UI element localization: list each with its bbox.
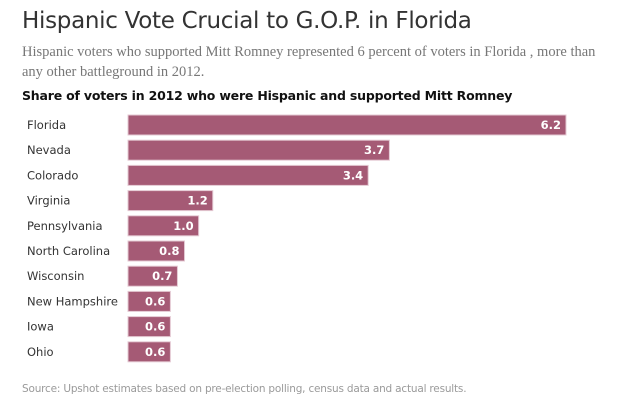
bar	[127, 215, 200, 237]
value-label: 1.2	[187, 194, 207, 208]
category-label: Florida	[27, 118, 66, 132]
value-label: 6.2	[541, 118, 561, 132]
value-label: 3.7	[364, 143, 384, 157]
value-label: 0.6	[145, 345, 165, 359]
bar	[127, 290, 171, 312]
source-note: Source: Upshot estimates based on pre-el…	[22, 383, 467, 395]
value-label: 0.8	[159, 244, 179, 258]
bar	[127, 114, 567, 136]
category-label: Pennsylvania	[27, 219, 103, 233]
category-label: Colorado	[27, 168, 78, 182]
bar	[127, 190, 214, 212]
value-label: 0.7	[152, 269, 172, 283]
category-label: Iowa	[27, 320, 54, 334]
bars-group: Florida 6.2 Nevada 3.7 Colorado 3.4 Virginia 1.…	[27, 114, 567, 363]
bar	[127, 164, 369, 186]
category-label: Wisconsin	[27, 269, 84, 283]
category-label: North Carolina	[27, 244, 110, 258]
bar	[127, 316, 171, 338]
bar	[127, 341, 171, 363]
bar	[127, 139, 390, 161]
chart-subtitle: Hispanic voters who supported Mitt Romne…	[22, 44, 596, 80]
category-label: New Hampshire	[27, 294, 118, 308]
bar	[127, 265, 178, 287]
category-label: Nevada	[27, 143, 71, 157]
bar	[127, 240, 186, 262]
category-label: Virginia	[27, 194, 70, 208]
chart-headline: Hispanic Vote Crucial to G.O.P. in Flori…	[22, 8, 472, 34]
category-label: Ohio	[27, 345, 54, 359]
value-label: 3.4	[343, 168, 363, 182]
value-label: 1.0	[173, 219, 193, 233]
value-label: 0.6	[145, 294, 165, 308]
chart-title: Share of voters in 2012 who were Hispani…	[22, 88, 513, 103]
value-label: 0.6	[145, 320, 165, 334]
